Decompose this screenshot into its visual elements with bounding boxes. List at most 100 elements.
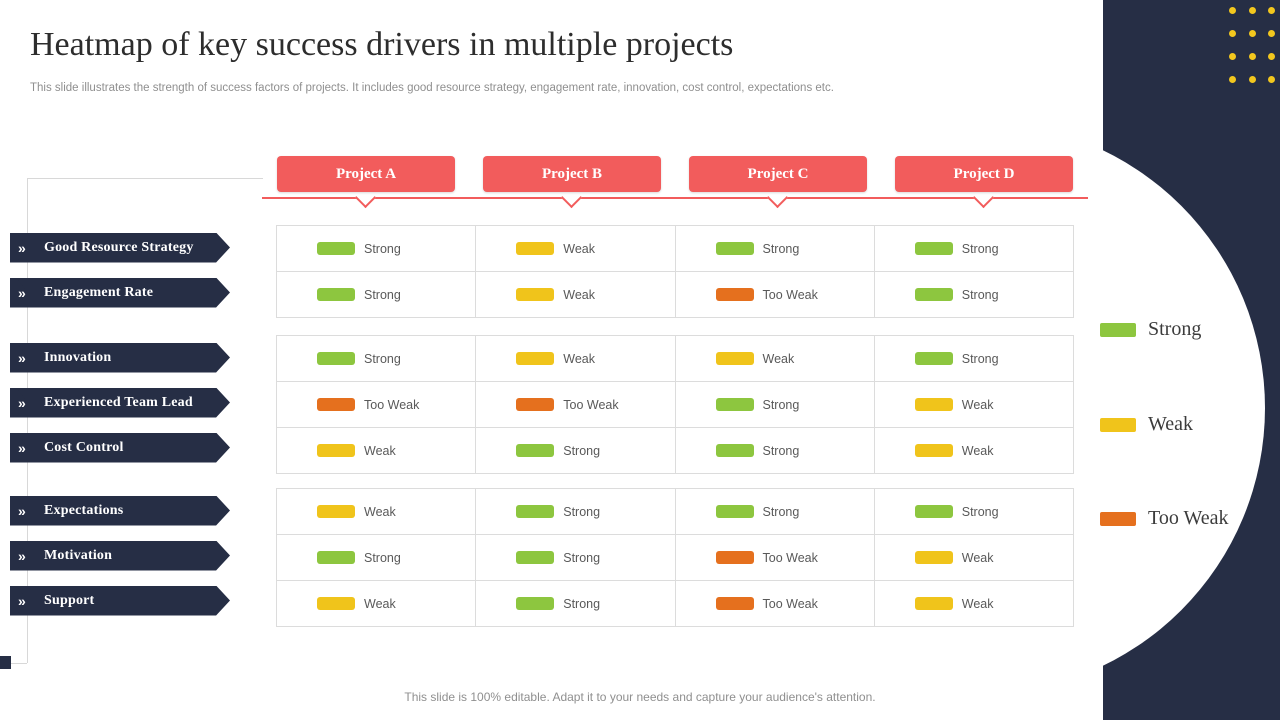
level-swatch (914, 352, 953, 365)
heatmap-cell: Weak (475, 226, 674, 271)
heatmap-cell: Strong (475, 535, 674, 580)
heatmap-cell: Too Weak (674, 581, 874, 626)
column-header-project-a: Project A (262, 156, 470, 212)
level-swatch (715, 288, 754, 301)
level-label: Too Weak (563, 397, 619, 412)
row-label-text: Support (16, 585, 230, 616)
row-label-support: » Support (10, 585, 230, 616)
table-group-3: Weak Strong Strong Strong Strong Strong Too We… (276, 488, 1074, 627)
level-label: Strong (961, 241, 999, 256)
level-label: Weak (563, 351, 595, 366)
heatmap-cell: Too Weak (277, 382, 475, 427)
column-header-button: Project C (689, 156, 867, 192)
column-header-button: Project A (277, 156, 455, 192)
level-label: Strong (961, 351, 999, 366)
heatmap-cell: Weak (873, 428, 1073, 473)
level-swatch (516, 505, 555, 518)
level-label: Strong (563, 504, 601, 519)
level-label: Strong (961, 287, 999, 302)
heatmap-cell: Too Weak (475, 382, 674, 427)
level-swatch (317, 444, 355, 457)
level-swatch (715, 444, 754, 457)
level-swatch (317, 398, 355, 411)
level-swatch (914, 597, 953, 610)
legend-label: Strong (1148, 318, 1202, 340)
level-label: Too Weak (762, 287, 818, 302)
row-label-banners: » Good Resource Strategy » Engagement Rate »… (0, 0, 280, 720)
level-label: Weak (762, 351, 795, 366)
column-header-project-b: Project B (468, 156, 676, 212)
legend-label: Weak (1148, 413, 1194, 435)
column-header-project-c: Project C (674, 156, 882, 212)
row-label-text: Experienced Team Lead (16, 387, 230, 418)
level-swatch (516, 398, 555, 411)
footer-note: This slide is 100% editable. Adapt it to… (404, 690, 876, 704)
row-label-innovation: » Innovation (10, 342, 230, 373)
row-label-good-resource-strategy: » Good Resource Strategy (10, 232, 230, 263)
level-label: Strong (364, 550, 401, 565)
slide-subtitle: This slide illustrates the strength of s… (30, 82, 834, 94)
table-group-2: Strong Weak Weak Strong Too Weak Too Weak Stro… (276, 335, 1074, 474)
heatmap-cell: Strong (873, 336, 1073, 381)
level-swatch (715, 242, 754, 255)
left-edge-navy-chip (0, 656, 11, 669)
row-label-expectations: » Expectations (10, 495, 230, 526)
level-swatch (914, 505, 953, 518)
level-label: Strong (563, 596, 601, 611)
table-row: Strong Weak Strong Strong (277, 226, 1073, 271)
level-label: Strong (762, 397, 800, 412)
heatmap-cell: Strong (674, 382, 874, 427)
level-label: Strong (762, 241, 800, 256)
heatmap-cell: Strong (674, 226, 874, 271)
level-swatch (317, 597, 355, 610)
table-row: Strong Weak Weak Strong (277, 336, 1073, 381)
level-swatch (715, 352, 754, 365)
level-swatch (317, 352, 355, 365)
heatmap-cell: Strong (277, 535, 475, 580)
column-header-button: Project B (483, 156, 661, 192)
level-label: Weak (563, 241, 595, 256)
heatmap-cell: Strong (277, 226, 475, 271)
heatmap-cell: Weak (277, 489, 475, 534)
level-swatch (715, 597, 754, 610)
legend-swatch (1100, 511, 1136, 526)
level-label: Strong (762, 504, 800, 519)
legend-item-weak: Weak (1100, 413, 1193, 436)
level-swatch (715, 505, 754, 518)
level-label: Strong (762, 443, 800, 458)
heatmap-cell: Weak (475, 336, 674, 381)
heatmap-cell: Too Weak (674, 272, 874, 317)
level-label: Too Weak (762, 596, 818, 611)
heatmap-cell: Strong (277, 272, 475, 317)
heatmap-cell: Too Weak (674, 535, 874, 580)
row-label-text: Innovation (16, 342, 230, 373)
level-swatch (516, 288, 555, 301)
table-row: Weak Strong Too Weak Weak (277, 580, 1073, 626)
heatmap-cell: Strong (873, 489, 1073, 534)
legend-item-too-weak: Too Weak (1100, 507, 1229, 530)
level-swatch (715, 398, 754, 411)
project-column-headers: Project A Project B Project C Project D (262, 156, 1088, 212)
level-swatch (317, 288, 355, 301)
table-row: Strong Strong Too Weak Weak (277, 534, 1073, 580)
table-row: Strong Weak Too Weak Strong (277, 271, 1073, 317)
level-label: Strong (364, 351, 401, 366)
left-connector-vertical-line (27, 178, 28, 663)
level-label: Weak (364, 596, 396, 611)
column-header-button: Project D (895, 156, 1073, 192)
row-label-text: Good Resource Strategy (16, 232, 230, 263)
level-swatch (516, 242, 555, 255)
level-label: Too Weak (364, 397, 420, 412)
heatmap-cell: Strong (873, 226, 1073, 271)
level-label: Strong (563, 443, 601, 458)
level-label: Weak (961, 596, 994, 611)
page-title: Heatmap of key success drivers in multip… (30, 26, 734, 63)
level-swatch (516, 597, 555, 610)
heatmap-cell: Weak (277, 581, 475, 626)
level-label: Weak (364, 443, 396, 458)
heatmap-cell: Weak (277, 428, 475, 473)
level-label: Weak (961, 397, 994, 412)
heatmap-cell: Weak (873, 535, 1073, 580)
